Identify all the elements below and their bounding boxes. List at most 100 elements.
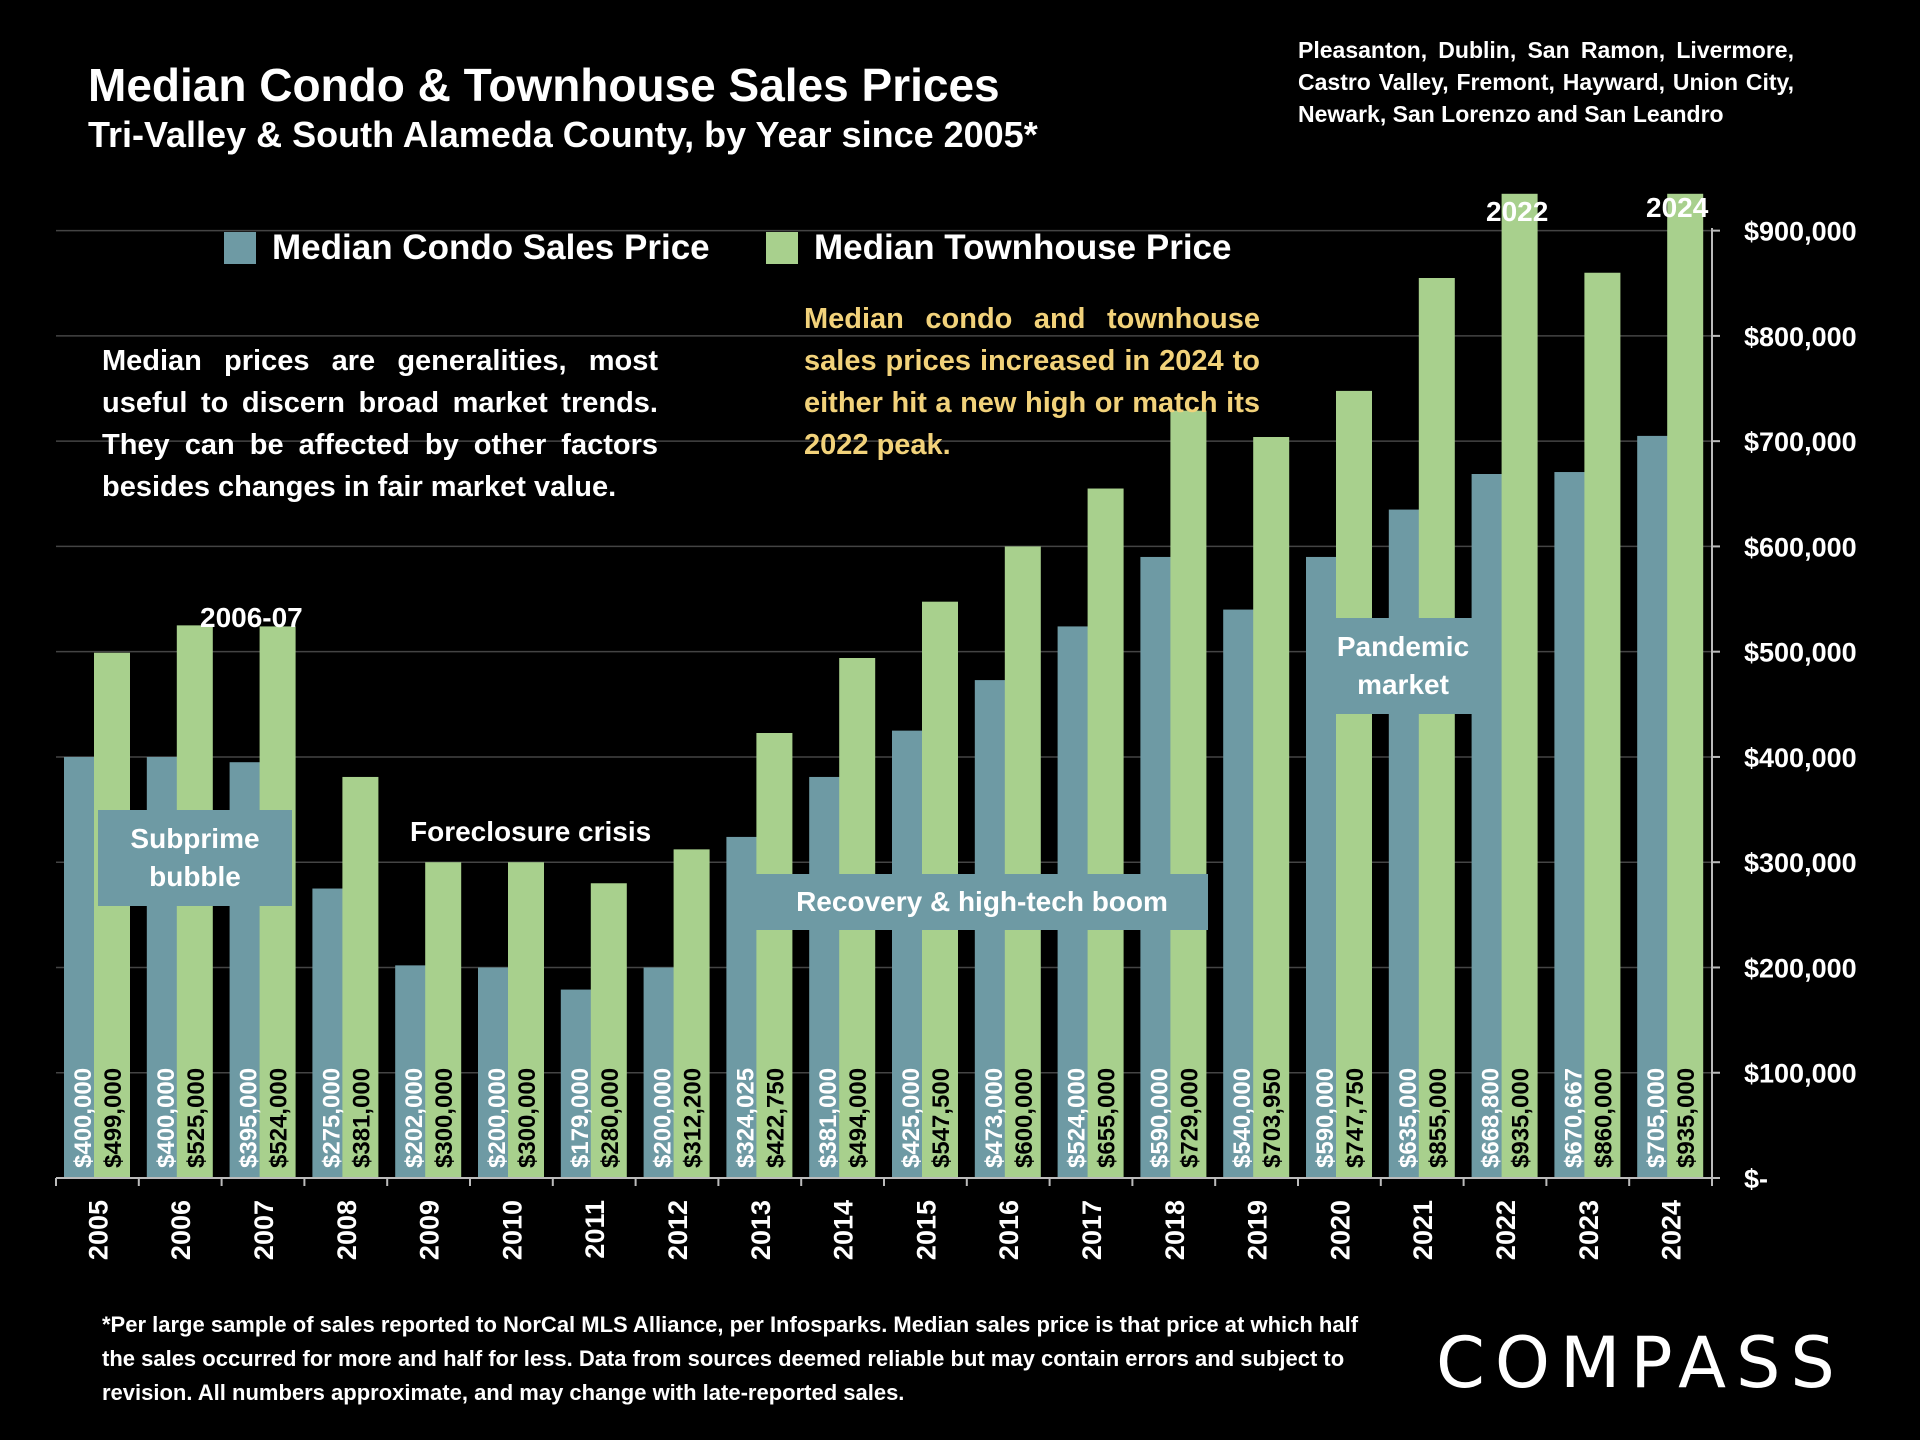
condo-value-label: $668,800 (1478, 1068, 1505, 1168)
condo-value-label: $473,000 (981, 1068, 1008, 1168)
y-tick-label: $400,000 (1744, 743, 1857, 773)
legend-condo-label: Median Condo Sales Price (272, 228, 710, 267)
condo-value-label: $524,000 (1064, 1068, 1091, 1168)
chart-title: Median Condo & Townhouse Sales Prices (88, 59, 1000, 111)
legend-condo: Median Condo Sales Price (224, 226, 710, 270)
townhouse-bar (1418, 278, 1455, 1178)
compass-logo: COMPASS (1436, 1322, 1845, 1404)
townhouse-bar (1501, 193, 1538, 1178)
townhouse-bar (508, 862, 544, 1178)
median-note: Median prices are generalities, most use… (102, 345, 658, 503)
x-tick-label: 2020 (1325, 1200, 1355, 1260)
condo-value-label: $635,000 (1395, 1068, 1422, 1168)
townhouse-value-label: $703,950 (1259, 1068, 1286, 1168)
townhouse-bar (1667, 193, 1704, 1178)
legend-condo-swatch (224, 232, 256, 264)
townhouse-value-label: $300,000 (431, 1068, 458, 1168)
x-tick-label: 2013 (746, 1200, 776, 1260)
townhouse-value-label: $655,000 (1094, 1068, 1121, 1168)
region-list: Pleasanton, Dublin, San Ramon, Livermore… (1298, 37, 1794, 127)
condo-value-label: $395,000 (236, 1068, 263, 1168)
x-tick-label: 2007 (249, 1200, 279, 1260)
townhouse-value-label: $547,500 (928, 1068, 955, 1168)
townhouse-value-label: $300,000 (514, 1068, 541, 1168)
townhouse-value-label: $855,000 (1425, 1068, 1452, 1168)
condo-value-label: $705,000 (1643, 1068, 1670, 1168)
legend-townhouse-swatch (766, 232, 798, 264)
condo-value-label: $381,000 (815, 1068, 842, 1168)
legend-townhouse-label: Median Townhouse Price (814, 228, 1232, 267)
y-tick-label: $700,000 (1744, 427, 1857, 457)
townhouse-bar (342, 776, 379, 1178)
townhouse-bar (1004, 546, 1041, 1178)
condo-value-label: $200,000 (650, 1068, 677, 1168)
condo-value-label: $400,000 (70, 1068, 97, 1168)
townhouse-value-label: $729,000 (1176, 1068, 1203, 1168)
x-tick-label: 2018 (1160, 1200, 1190, 1260)
x-tick-label: 2009 (415, 1200, 445, 1260)
footnote: *Per large sample of sales reported to N… (102, 1312, 1359, 1405)
townhouse-bar (425, 862, 462, 1178)
townhouse-bar (1253, 437, 1290, 1178)
condo-value-label: $670,667 (1560, 1068, 1587, 1168)
y-tick-label: $200,000 (1744, 953, 1857, 983)
x-tick-label: 2019 (1243, 1200, 1273, 1260)
condo-value-label: $425,000 (898, 1068, 925, 1168)
townhouse-value-label: $860,000 (1590, 1068, 1617, 1168)
x-tick-label: 2016 (994, 1200, 1024, 1260)
townhouse-bar (590, 883, 627, 1178)
townhouse-value-label: $381,000 (348, 1068, 375, 1168)
x-tick-label: 2014 (829, 1200, 859, 1260)
pandemic-market-label: Pandemic market (1318, 618, 1488, 714)
townhouse-value-label: $280,000 (597, 1068, 624, 1168)
townhouse-value-label: $525,000 (183, 1068, 210, 1168)
condo-value-label: $202,000 (401, 1068, 428, 1168)
y-tick-label: $100,000 (1744, 1059, 1857, 1089)
recovery-boom-label: Recovery & high-tech boom (756, 874, 1208, 930)
townhouse-bar (94, 652, 130, 1178)
x-tick-label: 2021 (1408, 1200, 1438, 1260)
y-tick-label: $800,000 (1744, 322, 1857, 352)
townhouse-bar (1584, 272, 1621, 1179)
townhouse-bar (756, 733, 793, 1178)
condo-value-label: $540,000 (1229, 1068, 1256, 1168)
townhouse-value-label: $422,750 (762, 1068, 789, 1168)
y-tick-label: $300,000 (1744, 848, 1857, 878)
peak-label-2006-07: 2006-07 (200, 602, 303, 633)
x-tick-label: 2006 (166, 1200, 196, 1260)
trend-callout: Median condo and townhouse sales prices … (804, 303, 1260, 461)
legend-townhouse: Median Townhouse Price (766, 226, 1231, 270)
townhouse-value-label: $499,000 (100, 1068, 127, 1168)
y-tick-label: $600,000 (1744, 532, 1857, 562)
x-tick-label: 2022 (1491, 1200, 1521, 1260)
townhouse-bar (1336, 390, 1372, 1178)
condo-value-label: $200,000 (484, 1068, 511, 1168)
y-tick-label: $500,000 (1744, 638, 1857, 668)
townhouse-value-label: $312,200 (680, 1068, 707, 1168)
townhouse-bar (1087, 488, 1124, 1178)
condo-value-label: $179,000 (567, 1068, 594, 1168)
condo-value-label: $590,000 (1146, 1068, 1173, 1168)
x-tick-label: 2005 (83, 1200, 113, 1260)
condo-value-label: $400,000 (153, 1068, 180, 1168)
condo-value-label: $324,025 (732, 1068, 759, 1168)
x-tick-label: 2017 (1077, 1200, 1107, 1260)
peak-label-2024: 2024 (1646, 192, 1709, 223)
townhouse-value-label: $494,000 (845, 1068, 872, 1168)
x-tick-label: 2023 (1574, 1200, 1604, 1260)
townhouse-value-label: $600,000 (1011, 1068, 1038, 1168)
townhouse-bar (673, 849, 710, 1178)
condo-value-label: $590,000 (1312, 1068, 1339, 1168)
y-tick-label: $900,000 (1744, 217, 1857, 247)
x-tick-label: 2008 (332, 1200, 362, 1260)
peak-label-2022: 2022 (1486, 196, 1549, 227)
y-tick-label: $- (1744, 1164, 1768, 1194)
x-tick-label: 2015 (911, 1200, 941, 1260)
townhouse-value-label: $935,000 (1673, 1068, 1700, 1168)
foreclosure-crisis-label: Foreclosure crisis (410, 816, 652, 847)
chart-subtitle: Tri-Valley & South Alameda County, by Ye… (88, 114, 1038, 155)
x-tick-label: 2024 (1657, 1200, 1687, 1260)
x-tick-label: 2010 (497, 1200, 527, 1260)
townhouse-value-label: $747,750 (1342, 1068, 1369, 1168)
